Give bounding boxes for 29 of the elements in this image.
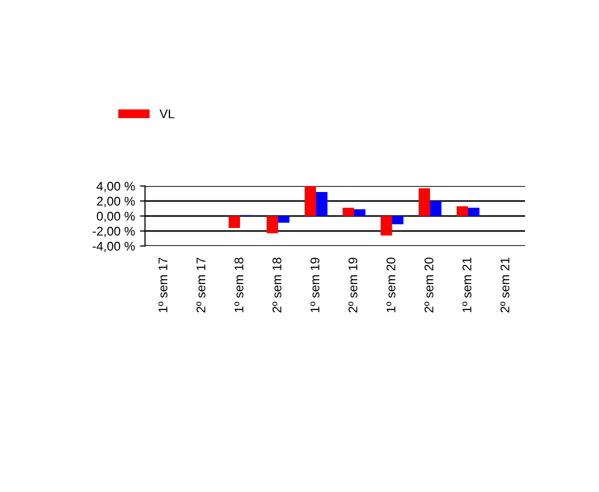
bar bbox=[354, 209, 366, 216]
bar bbox=[278, 216, 290, 223]
x-tick-label: 1º sem 19 bbox=[310, 258, 320, 312]
bar bbox=[342, 208, 354, 216]
y-tick-label: -2,00 % bbox=[92, 226, 135, 238]
x-tick-label: 2º sem 17 bbox=[196, 258, 206, 312]
x-tick-label: 2º sem 21 bbox=[500, 258, 510, 312]
bar bbox=[430, 201, 442, 216]
x-tick-label: 2º sem 18 bbox=[272, 258, 282, 312]
y-tick-label: 2,00 % bbox=[96, 196, 135, 208]
legend-label: VL bbox=[160, 110, 174, 118]
bar bbox=[456, 206, 468, 216]
x-tick-label: 1º sem 20 bbox=[386, 258, 396, 312]
x-tick-label: 1º sem 21 bbox=[462, 258, 472, 312]
bar bbox=[316, 192, 328, 216]
y-tick-label: -4,00 % bbox=[92, 242, 135, 252]
bar bbox=[392, 216, 404, 224]
bar bbox=[418, 188, 430, 216]
x-tick-label: 2º sem 20 bbox=[424, 258, 434, 312]
bar bbox=[380, 216, 392, 236]
bar bbox=[228, 216, 240, 228]
bar bbox=[468, 208, 480, 216]
x-tick-label: 1º sem 17 bbox=[158, 258, 168, 312]
y-tick-label: 0,00 % bbox=[96, 212, 135, 222]
bar bbox=[304, 186, 316, 216]
bar bbox=[266, 216, 278, 234]
y-tick-label: 4,00 % bbox=[96, 182, 135, 192]
x-tick-label: 2º sem 19 bbox=[348, 258, 358, 312]
x-tick-label: 1º sem 18 bbox=[234, 258, 244, 312]
